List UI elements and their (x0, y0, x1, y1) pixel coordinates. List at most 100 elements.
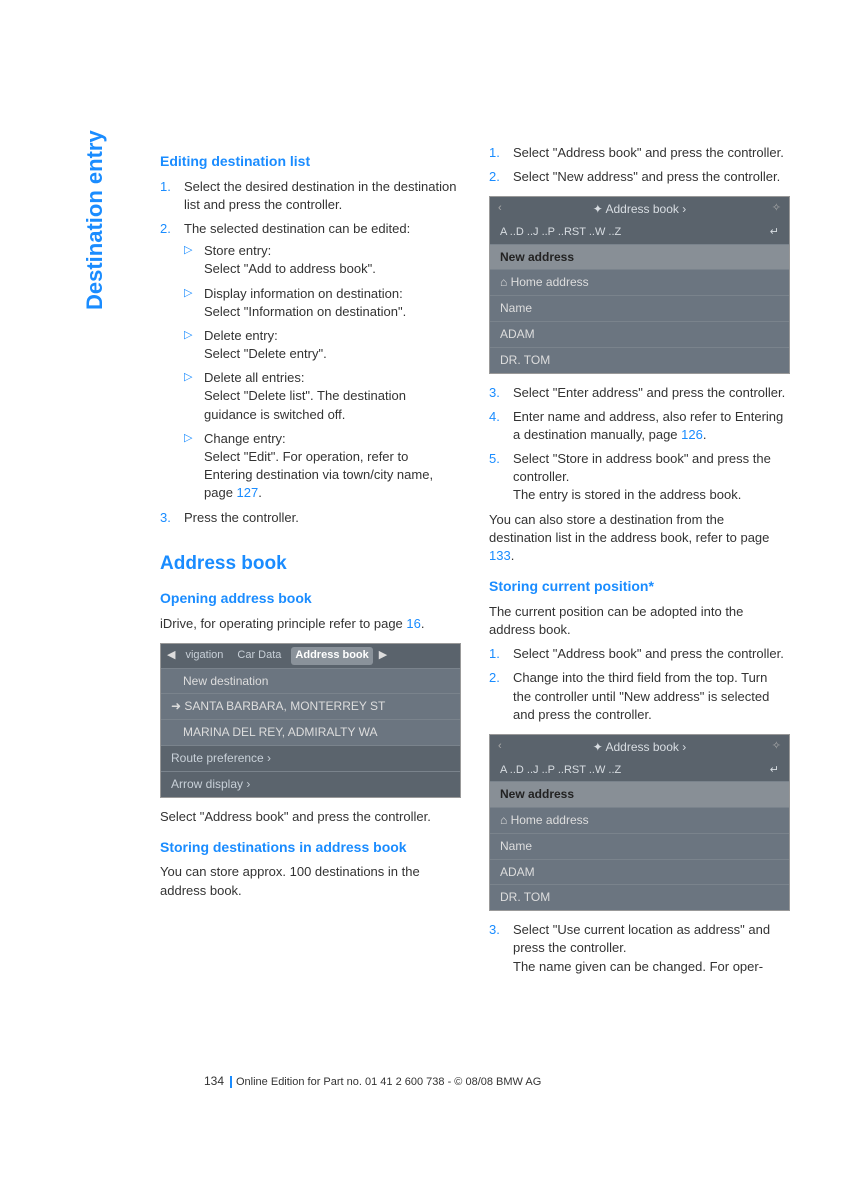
edit-step-2: 2.The selected destination can be edited… (160, 220, 459, 503)
ss-alpha-row: A ..D ..J ..P ..RST ..W ..Z ↵ (490, 222, 789, 243)
page-link-133[interactable]: 133 (489, 548, 511, 563)
also-store-tail: . (511, 548, 515, 563)
ab-screenshot-2: ‹ ✦ Address book › ✧ A ..D ..J ..P ..RST… (489, 734, 790, 911)
edit-step-2-text: The selected destination can be edited: (184, 221, 410, 236)
tab-arrow-right-icon: ▶ (379, 648, 387, 663)
tab-arrow-left-icon: ◀ (167, 648, 175, 663)
footer-text: Online Edition for Part no. 01 41 2 600 … (236, 1076, 541, 1088)
alpha-text: A ..D ..J ..P ..RST ..W ..Z (500, 225, 621, 240)
ss-row-name: Name (490, 833, 789, 859)
top-steps-list: 1.Select "Address book" and press the co… (489, 144, 788, 186)
ss-row-santabarbara: ➜ SANTA BARBARA, MONTERREY ST (161, 693, 460, 719)
ss-header: ‹ ✦ Address book › ✧ (490, 735, 789, 760)
ss-header-text: Address book (606, 202, 679, 216)
opt-title: Store entry: (204, 243, 271, 258)
compass-icon: ✧ (772, 739, 781, 754)
step-tail: . (703, 427, 707, 442)
step-text: Select "New address" and press the contr… (513, 169, 780, 184)
edit-step-3: 3.Press the controller. (160, 509, 459, 527)
edit-opt-delete-all: Delete all entries: Select "Delete list".… (184, 369, 459, 424)
alpha-text: A ..D ..J ..P ..RST ..W ..Z (500, 763, 621, 778)
section-side-label: Destination entry (80, 130, 111, 310)
ss-row-newaddress: New address (490, 781, 789, 807)
footer-bar (230, 1076, 232, 1088)
page-link-127[interactable]: 127 (237, 485, 259, 500)
opt-body: Select "Information on destination". (204, 304, 406, 319)
ss-row-adam: ADAM (490, 321, 789, 347)
step-text: Select "Address book" and press the cont… (513, 646, 784, 661)
step-text: Select "Store in address book" and press… (513, 451, 771, 484)
mid-steps-list: 3.Select "Enter address" and press the c… (489, 384, 788, 505)
ss-tabs: ◀ vigation Car Data Address book ▶ (161, 644, 460, 667)
ss-row-newaddress: New address (490, 244, 789, 270)
step-text: Select "Use current location as address"… (513, 922, 770, 955)
opt-body: Select "Delete list". The destination gu… (204, 388, 406, 421)
ss-body: New destination ➜ SANTA BARBARA, MONTERR… (161, 668, 460, 797)
after-nav-text: Select "Address book" and press the cont… (160, 808, 459, 826)
back-icon: ↵ (770, 225, 779, 240)
step-extra: The entry is stored in the address book. (513, 487, 741, 502)
ss-row-name: Name (490, 295, 789, 321)
ss-row-adam: ADAM (490, 859, 789, 885)
scp-step-3: 3.Select "Use current location as addres… (489, 921, 788, 976)
idrive-body: iDrive, for operating principle refer to… (160, 616, 406, 631)
opt-title: Delete all entries: (204, 370, 304, 385)
edit-opt-display: Display information on destination: Selec… (184, 285, 459, 321)
edit-step-1: 1.Select the desired destination in the … (160, 178, 459, 214)
edit-step-3-text: Press the controller. (184, 510, 299, 525)
page-link-16[interactable]: 16 (406, 616, 420, 631)
ss-header-text: Address book (606, 740, 679, 754)
nav-screenshot: ◀ vigation Car Data Address book ▶ New d… (160, 643, 461, 797)
scp-step-1: 1.Select "Address book" and press the co… (489, 645, 788, 663)
step-extra: The name given can be changed. For oper- (513, 959, 763, 974)
opt-title: Change entry: (204, 431, 286, 446)
edit-opt-change: Change entry:Select "Edit". For operatio… (184, 430, 459, 503)
page-number: 134 (204, 1073, 224, 1090)
ss-tab-cardata: Car Data (233, 647, 285, 664)
opt-body: Select "Add to address book". (204, 261, 376, 276)
idrive-text: iDrive, for operating principle refer to… (160, 615, 459, 633)
ss-alpha-row: A ..D ..J ..P ..RST ..W ..Z ↵ (490, 760, 789, 781)
heading-storing-current-pos: Storing current position* (489, 577, 788, 597)
ss-row-drtom: DR. TOM (490, 884, 789, 910)
content-columns: Editing destination list 1.Select the de… (160, 140, 788, 982)
arrow-left-icon: ‹ (498, 739, 502, 754)
scp-steps-list-2: 3.Select "Use current location as addres… (489, 921, 788, 976)
step-text: Select "Enter address" and press the con… (513, 385, 785, 400)
ss-row-home: ⌂ Home address (490, 807, 789, 833)
page-link-126[interactable]: 126 (681, 427, 703, 442)
opt-title: Display information on destination: (204, 286, 403, 301)
heading-storing-dest: Storing destinations in address book (160, 838, 459, 858)
also-store-text: You can also store a destination from th… (489, 511, 788, 566)
left-column: Editing destination list 1.Select the de… (160, 140, 459, 982)
heading-address-book: Address book (160, 551, 459, 578)
ab-screenshot-1: ‹ ✦ Address book › ✧ A ..D ..J ..P ..RST… (489, 196, 790, 373)
ss-row-drtom: DR. TOM (490, 347, 789, 373)
ss-row-routepref: Route preference › (161, 745, 460, 771)
ss-row-text: SANTA BARBARA, MONTERREY ST (184, 699, 385, 713)
compass-icon: ✧ (772, 201, 781, 216)
heading-opening-ab: Opening address book (160, 589, 459, 609)
ss-row-home: ⌂ Home address (490, 269, 789, 295)
arrow-left-icon: ‹ (498, 201, 502, 216)
edit-options-list: Store entry: Select "Add to address book"… (184, 242, 459, 502)
top-step-1: 1.Select "Address book" and press the co… (489, 144, 788, 162)
right-column: 1.Select "Address book" and press the co… (489, 140, 788, 982)
edit-steps-list: 1.Select the desired destination in the … (160, 178, 459, 527)
mid-step-4: 4.Enter name and address, also refer to … (489, 408, 788, 444)
scp-steps-list: 1.Select "Address book" and press the co… (489, 645, 788, 724)
page-footer: 134 Online Edition for Part no. 01 41 2 … (230, 1075, 541, 1090)
ss-tab-navigation: vigation (181, 647, 227, 664)
back-icon: ↵ (770, 763, 779, 778)
edit-opt-store: Store entry: Select "Add to address book"… (184, 242, 459, 278)
heading-editing-dest-list: Editing destination list (160, 152, 459, 172)
also-store-body: You can also store a destination from th… (489, 512, 769, 545)
scp-step-2: 2.Change into the third field from the t… (489, 669, 788, 724)
step-text: Change into the third field from the top… (513, 670, 769, 721)
ss-row-marina: MARINA DEL REY, ADMIRALTY WA (161, 719, 460, 745)
ss-row-newdest: New destination (161, 668, 460, 694)
scp-intro: The current position can be adopted into… (489, 603, 788, 639)
opt-tail: . (258, 485, 262, 500)
edit-step-1-text: Select the desired destination in the de… (184, 179, 456, 212)
idrive-tail: . (421, 616, 425, 631)
